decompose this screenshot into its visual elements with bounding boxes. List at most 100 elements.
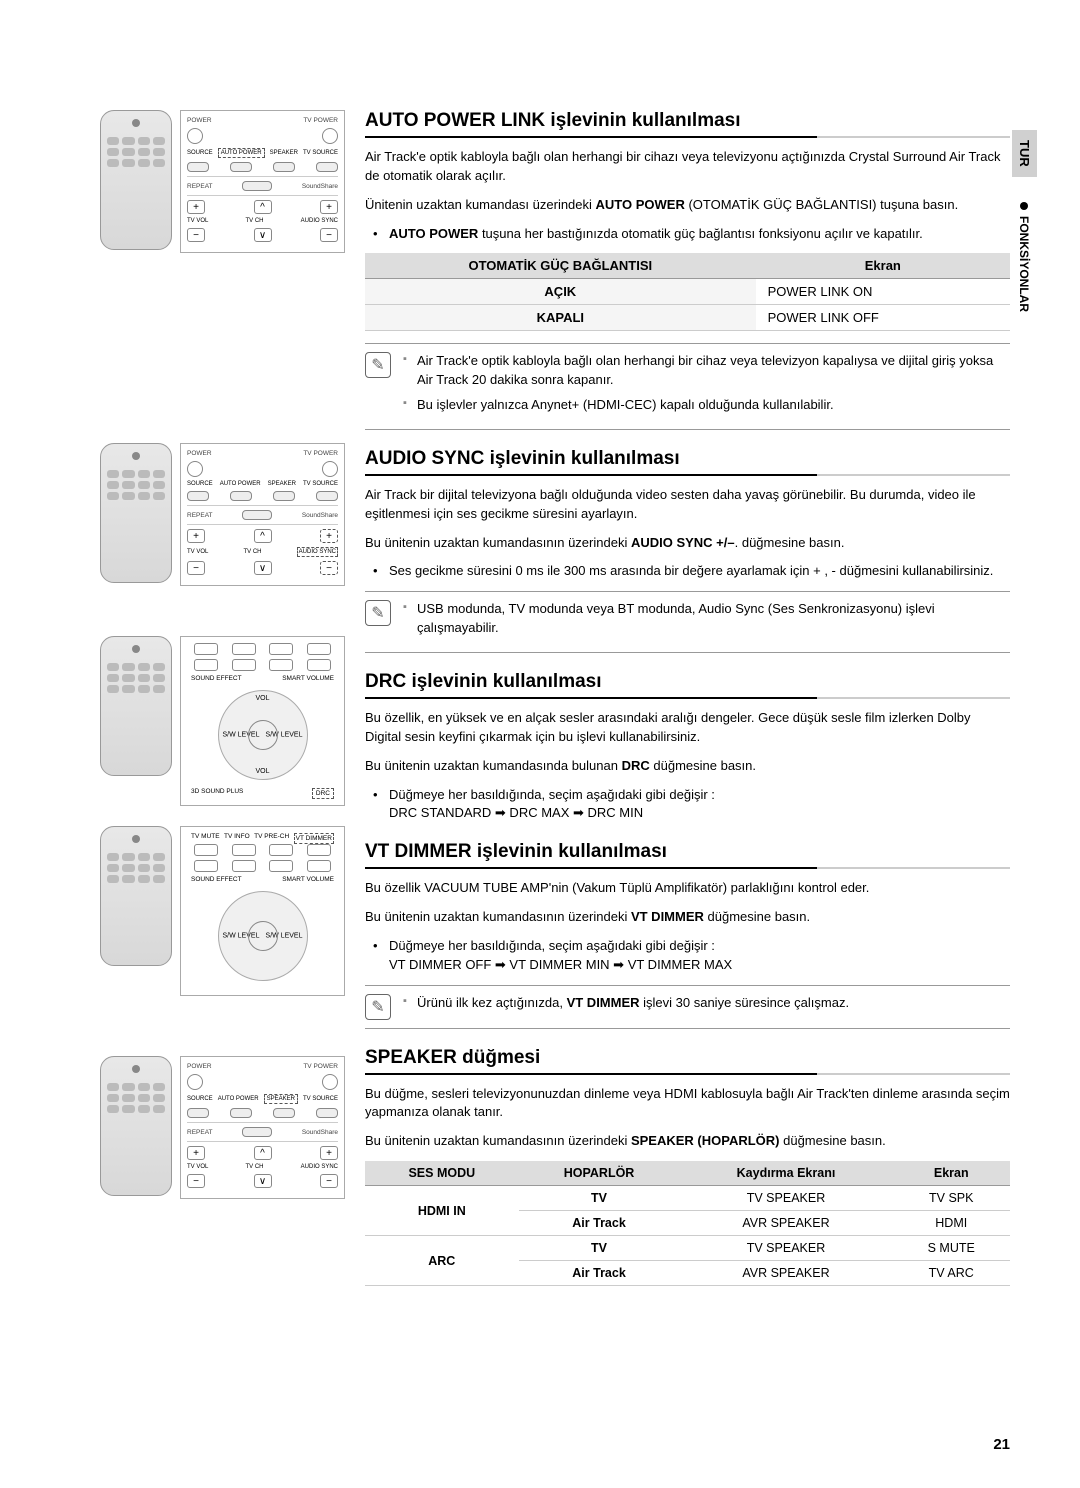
speaker-label: SPEAKER (268, 481, 296, 487)
up-icon: ^ (254, 200, 272, 214)
tvvol-label: TV VOL (187, 218, 208, 224)
anynet-btn-icon (242, 1127, 272, 1137)
main-content: POWERTV POWER SOURCEAUTO POWERSPEAKERTV … (100, 110, 1010, 1286)
lang-badge: TUR (1012, 130, 1037, 177)
btn-icon (316, 162, 338, 172)
tvch-label: TV CH (244, 549, 262, 555)
up-icon: ^ (254, 1146, 272, 1160)
vtdimmer-label: VT DIMMER (294, 833, 334, 844)
power-icon (187, 1074, 203, 1090)
btn-icon (269, 844, 293, 856)
up-icon: ^ (254, 529, 272, 543)
tvsource-label: TV SOURCE (303, 1096, 338, 1102)
power-label: POWER (187, 117, 212, 124)
remote-block-audiosync: POWERTV POWER SOURCEAUTO POWERSPEAKERTV … (100, 443, 345, 586)
dpad-icon: VOL VOL S/W LEVEL S/W LEVEL (218, 690, 308, 780)
tvprech-label: TV PRE-CH (254, 833, 289, 844)
autopower-p1: Air Track'e optik kabloyla bağlı olan he… (365, 148, 1010, 186)
note-content: Air Track'e optik kabloyla bağlı olan he… (403, 352, 1010, 421)
btn-icon (194, 860, 218, 872)
audiosync-title: AUDIO SYNC işlevinin kullanılması (365, 448, 1010, 476)
power-label: POWER (187, 450, 212, 457)
btn-icon (269, 659, 293, 671)
btn-icon (187, 1108, 209, 1118)
remote-block-drc: SOUND EFFECT SMART VOLUME VOL VOL S/W LEV… (100, 636, 345, 806)
plus-icon: + (320, 200, 338, 214)
audiosync-bullets: Ses gecikme süresini 0 ms ile 300 ms ara… (365, 562, 1010, 581)
autopower-note: ✎ Air Track'e optik kabloyla bağlı olan … (365, 343, 1010, 430)
tv-power-icon (322, 128, 338, 144)
swlevel-label: S/W LEVEL (266, 732, 303, 739)
tv-power-label: TV POWER (303, 117, 338, 124)
soundeffect-label: SOUND EFFECT (191, 675, 242, 682)
section-label: FONKSİYONLAR (1012, 197, 1036, 317)
btn-icon (269, 643, 293, 655)
repeat-label: REPEAT (187, 183, 213, 190)
list-item: Ses gecikme süresini 0 ms ile 300 ms ara… (379, 562, 1010, 581)
minus-icon: − (320, 228, 338, 242)
note-icon: ✎ (365, 994, 391, 1020)
btn-icon (269, 860, 293, 872)
remote-block-speaker: POWERTV POWER SOURCEAUTO POWERSPEAKERTV … (100, 1056, 345, 1199)
remote-panel-speaker: POWERTV POWER SOURCEAUTO POWERSPEAKERTV … (180, 1056, 345, 1199)
remote-block-vtdimmer: TV MUTETV INFOTV PRE-CHVT DIMMER SOUND E… (100, 826, 345, 996)
tvch-label: TV CH (246, 1164, 264, 1170)
btn-icon (194, 659, 218, 671)
left-column: POWERTV POWER SOURCEAUTO POWERSPEAKERTV … (100, 110, 345, 1286)
audiosync-note: ✎ USB modunda, TV modunda veya BT modund… (365, 591, 1010, 653)
btn-icon (232, 643, 256, 655)
repeat-label: REPEAT (187, 1129, 213, 1136)
autopower-bullets: AUTO POWER tuşuna her bastığınızda otoma… (365, 225, 1010, 244)
table-header: HOPARLÖR (519, 1161, 680, 1186)
power-icon (187, 128, 203, 144)
btn-icon (230, 1108, 252, 1118)
speaker-label: SPEAKER (270, 150, 298, 156)
tv-power-icon (322, 1074, 338, 1090)
speaker-p2: Bu ünitenin uzaktan kumandasının üzerind… (365, 1132, 1010, 1151)
minus-icon: − (187, 228, 205, 242)
btn-icon (273, 162, 295, 172)
smartvol-label: SMART VOLUME (282, 675, 334, 682)
note-content: Ürünü ilk kez açtığınızda, VT DIMMER işl… (403, 994, 849, 1020)
smartvol-label: SMART VOLUME (282, 876, 334, 883)
tv-power-icon (322, 461, 338, 477)
vol-label: VOL (255, 768, 269, 775)
anynet-btn-icon (242, 181, 272, 191)
btn-icon (307, 659, 331, 671)
vtdimmer-title: VT DIMMER işlevinin kullanılması (365, 841, 1010, 869)
minus-icon: − (187, 561, 205, 575)
remote-small-icon (100, 110, 172, 250)
vtdimmer-note: ✎ Ürünü ilk kez açtığınızda, VT DIMMER i… (365, 985, 1010, 1029)
table-header: OTOMATİK GÜÇ BAĞLANTISI (365, 253, 756, 279)
plus-icon: + (187, 200, 205, 214)
btn-icon (232, 860, 256, 872)
tv-power-label: TV POWER (303, 1063, 338, 1070)
btn-icon (273, 491, 295, 501)
list-item: Düğmeye her basıldığında, seçim aşağıdak… (379, 786, 1010, 824)
audiosync-p2: Bu ünitenin uzaktan kumandasının üzerind… (365, 534, 1010, 553)
table-header: Ekran (756, 253, 1010, 279)
audiosync-label: AUDIO SYNC (301, 1164, 338, 1170)
btn-icon (316, 1108, 338, 1118)
table-cell: Air Track (519, 1261, 680, 1286)
table-cell: Air Track (519, 1211, 680, 1236)
list-item: Air Track'e optik kabloyla bağlı olan he… (403, 352, 1010, 390)
btn-icon (187, 162, 209, 172)
swlevel-label: S/W LEVEL (266, 933, 303, 940)
swlevel-label: S/W LEVEL (223, 732, 260, 739)
table-cell: ARC (365, 1236, 519, 1286)
power-label: POWER (187, 1063, 212, 1070)
table-cell: TV SPK (893, 1186, 1011, 1211)
table-cell: HDMI (893, 1211, 1011, 1236)
table-header: Kaydırma Ekranı (679, 1161, 892, 1186)
table-header: Ekran (893, 1161, 1011, 1186)
remote-panel-drc: SOUND EFFECT SMART VOLUME VOL VOL S/W LEV… (180, 636, 345, 806)
table-cell: TV SPEAKER (679, 1236, 892, 1261)
table-cell: S MUTE (893, 1236, 1011, 1261)
table-cell: AVR SPEAKER (679, 1211, 892, 1236)
source-label: SOURCE (187, 1096, 213, 1102)
speaker-table: SES MODU HOPARLÖR Kaydırma Ekranı Ekran … (365, 1161, 1010, 1286)
sound3d-label: 3D SOUND PLUS (191, 788, 243, 799)
vol-label: VOL (255, 695, 269, 702)
table-cell: TV ARC (893, 1261, 1011, 1286)
